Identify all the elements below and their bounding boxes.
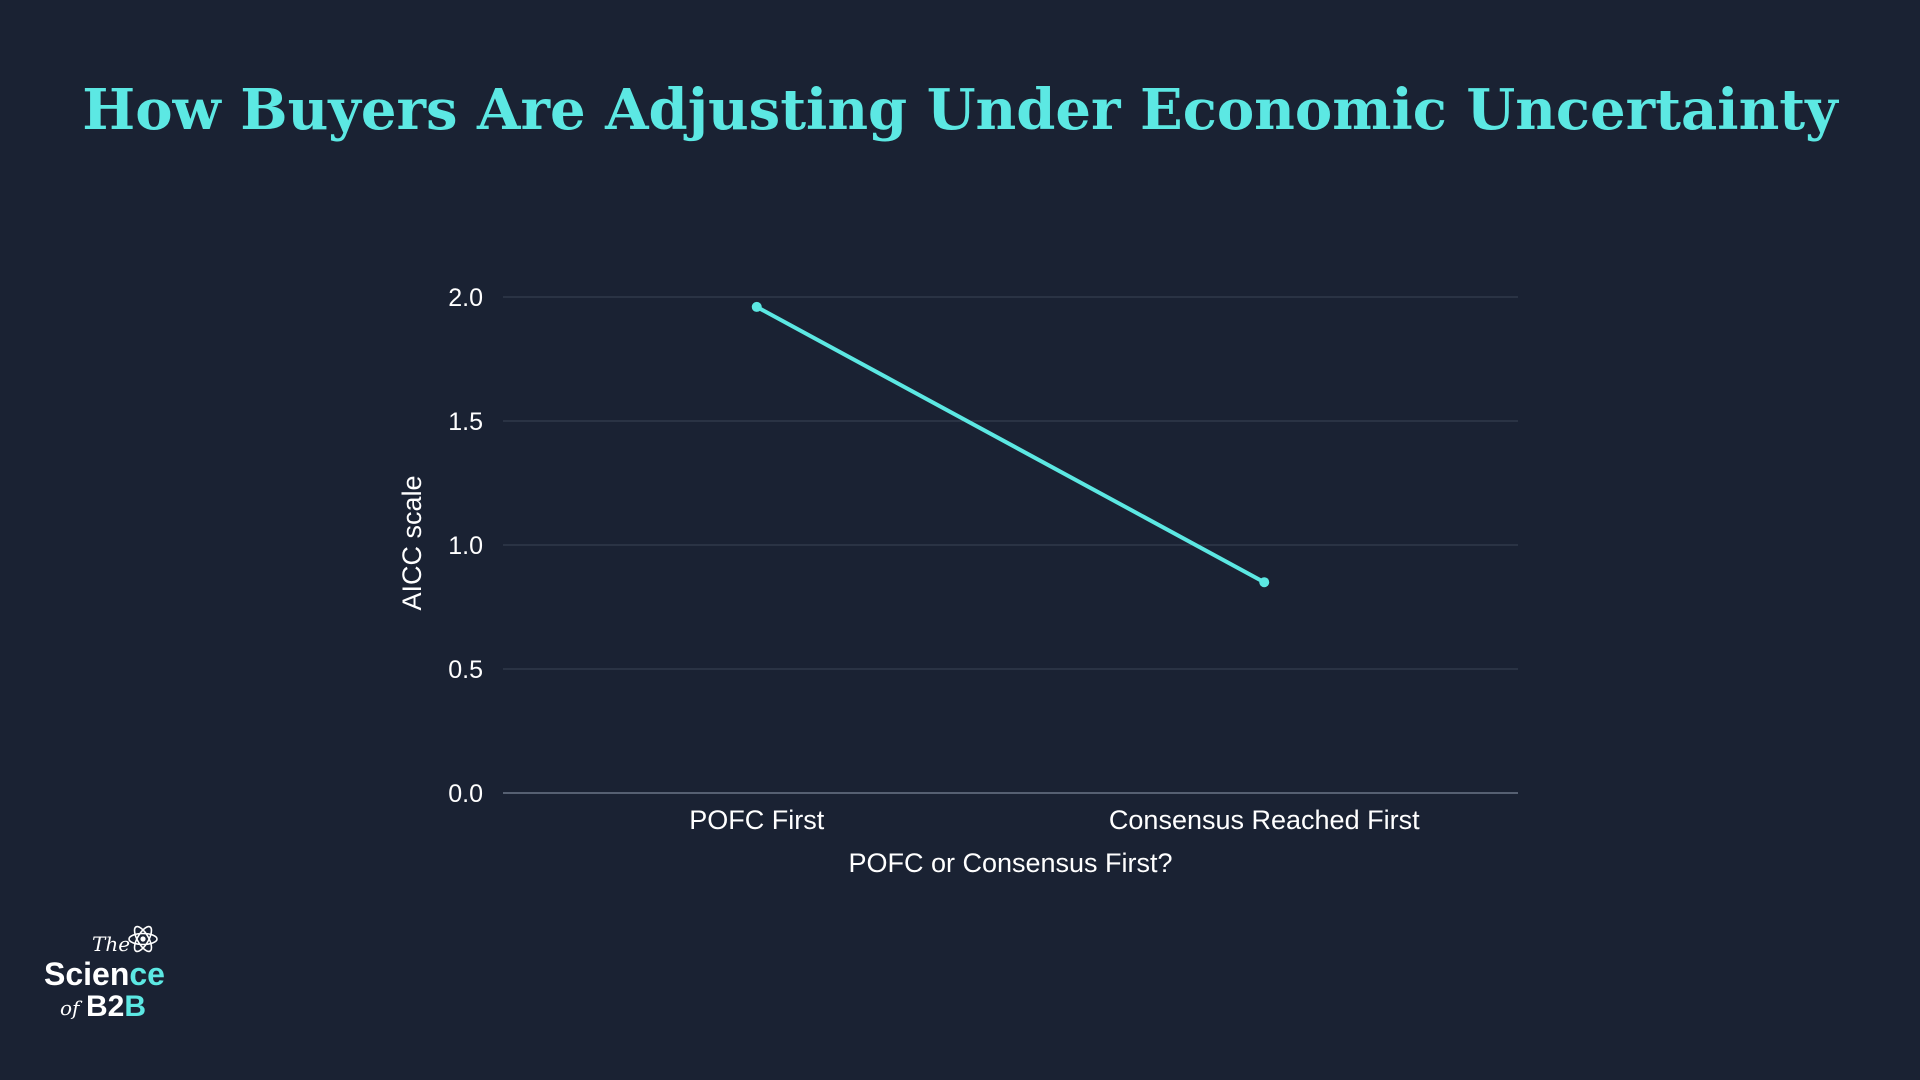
atom-icon (128, 925, 158, 953)
y-tick-label: 0.5 (448, 656, 483, 684)
y-tick-label: 1.5 (448, 408, 483, 436)
logo-science-text: Science (44, 956, 165, 992)
logo-of-text: of (60, 996, 80, 1020)
x-tick-label: POFC First (689, 805, 824, 835)
y-tick-label: 2.0 (448, 284, 483, 312)
data-point (751, 301, 762, 312)
x-axis-title: POFC or Consensus First? (848, 848, 1172, 878)
data-point (1259, 577, 1270, 588)
y-tick-label: 1.0 (448, 532, 483, 560)
y-tick-label: 0.0 (448, 780, 483, 808)
logo-b2b-text: B2B (86, 990, 147, 1023)
page-title: How Buyers Are Adjusting Under Economic … (82, 77, 1838, 143)
series-line (754, 304, 1267, 585)
science-of-b2b-logo: The Science of B2B (40, 920, 190, 1030)
logo-the-text: The (92, 932, 131, 956)
y-axis-title: AICC scale (397, 475, 427, 610)
x-tick-label: Consensus Reached First (1109, 805, 1420, 835)
